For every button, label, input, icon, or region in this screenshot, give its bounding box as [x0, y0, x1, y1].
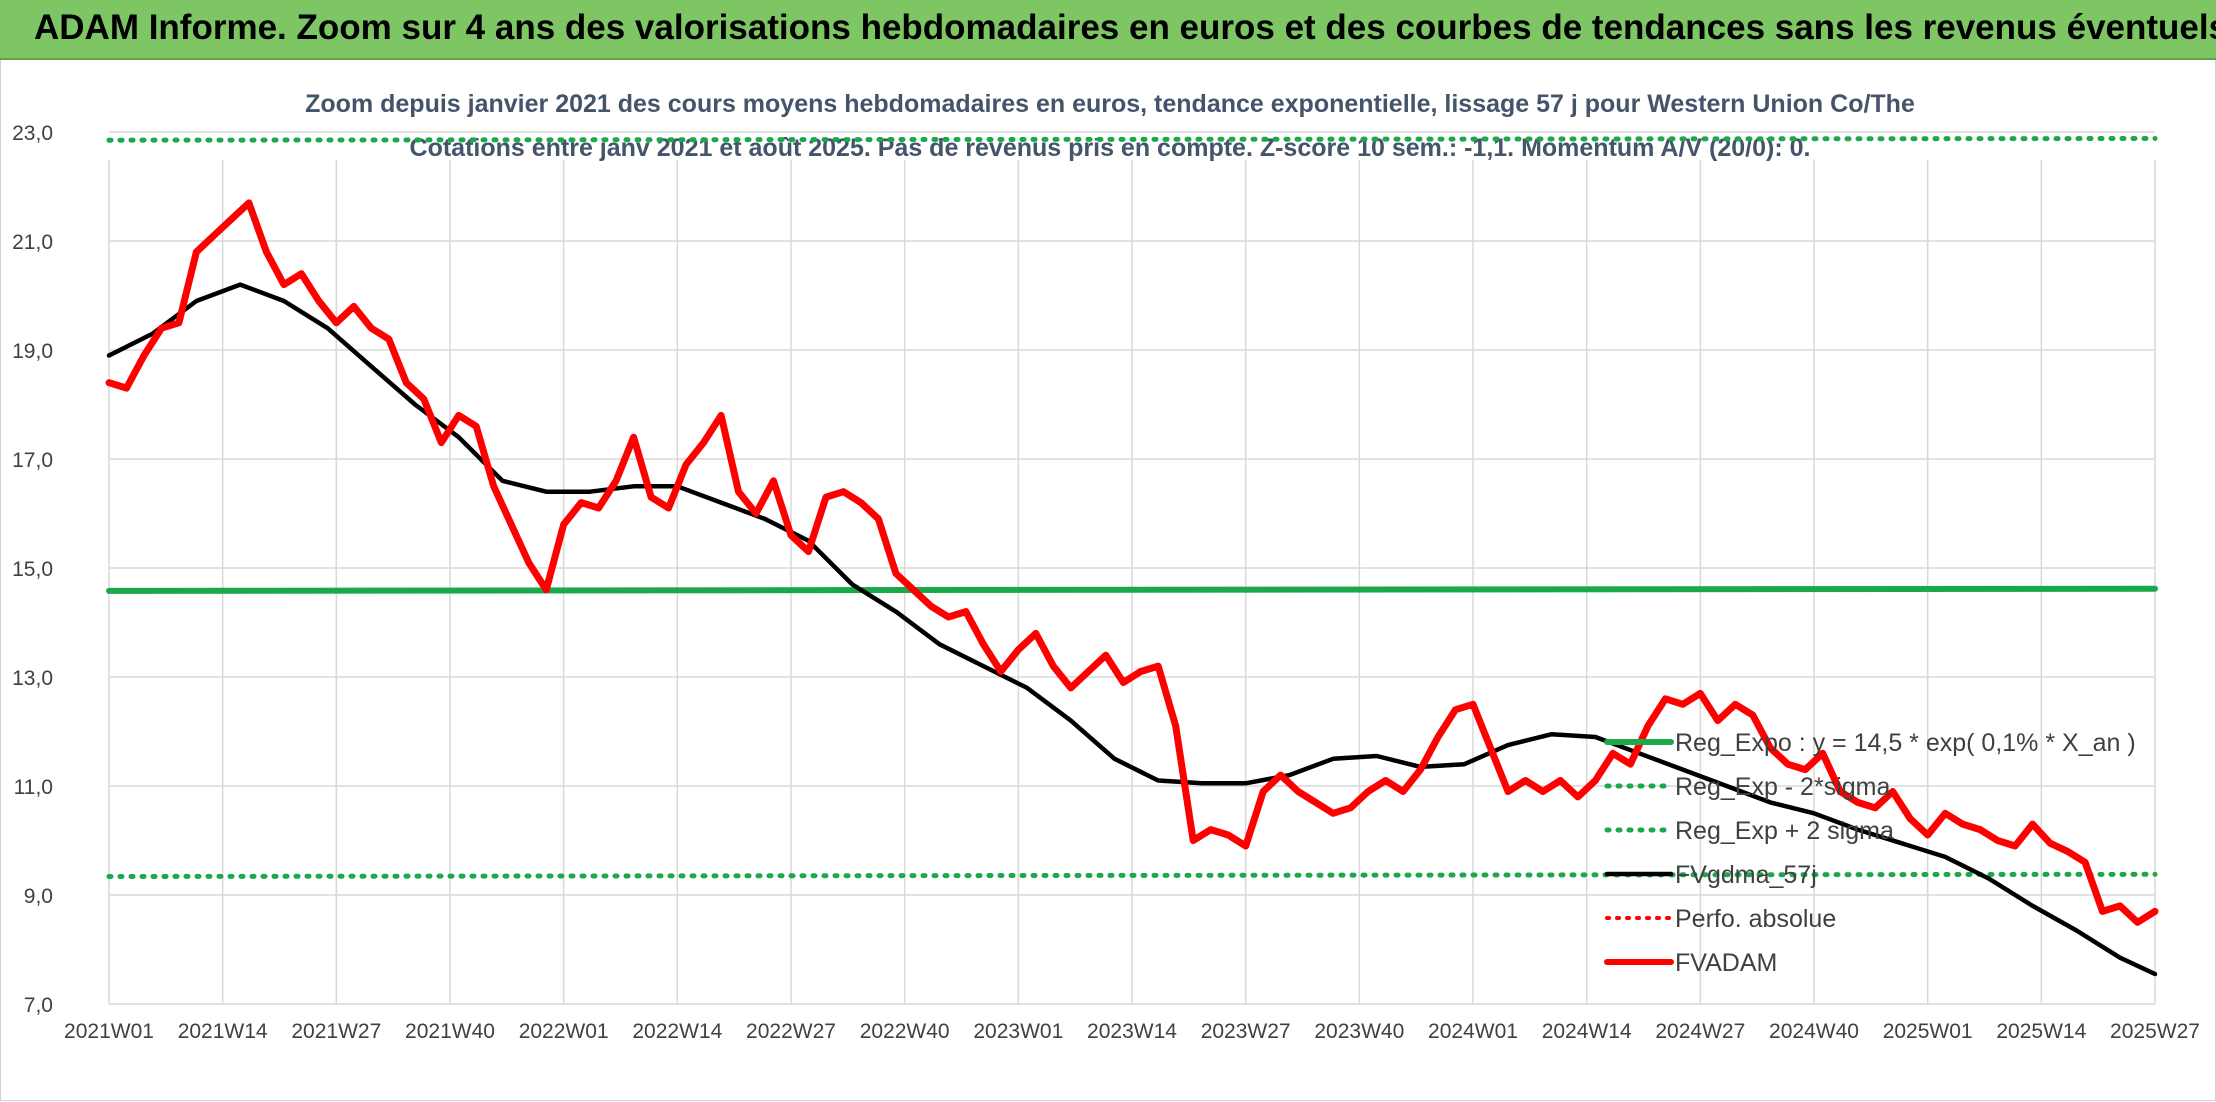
- x-tick-label: 2023W40: [1314, 1020, 1404, 1043]
- line-chart: Zoom depuis janvier 2021 des cours moyen…: [12, 90, 2200, 1043]
- legend-label-reg-exp-2-sigma: Reg_Exp - 2*sigma: [1675, 773, 1890, 801]
- gridlines: [108, 131, 2156, 1005]
- x-tick-label: 2021W01: [64, 1020, 154, 1043]
- series-line-reg-exp-2-sigma: [106, 136, 2158, 143]
- x-tick-label: 2022W01: [519, 1020, 609, 1043]
- legend-label-fvgdma-57j: FVgdma_57j: [1675, 861, 1817, 889]
- y-tick-label: 23,0: [12, 122, 53, 145]
- y-tick-label: 17,0: [12, 449, 53, 472]
- x-tick-label: 2022W27: [746, 1020, 836, 1043]
- x-tick-label: 2022W14: [632, 1020, 722, 1043]
- y-tick-label: 19,0: [12, 340, 53, 363]
- legend-label-fvadam: FVADAM: [1675, 949, 1777, 977]
- chart-frame: Zoom depuis janvier 2021 des cours moyen…: [0, 60, 2216, 1101]
- series-line-reg-expo-y-14-5-exp-0-1-x-an: [106, 585, 2158, 594]
- report-banner: ADAM Informe. Zoom sur 4 ans des valoris…: [0, 0, 2216, 60]
- x-tick-label: 2025W01: [1883, 1020, 1973, 1043]
- x-tick-label: 2025W14: [1996, 1020, 2086, 1043]
- y-tick-label: 13,0: [12, 667, 53, 690]
- series-line-fvadam: [105, 199, 2159, 926]
- x-tick-label: 2024W01: [1428, 1020, 1518, 1043]
- legend-label-perfo-absolue: Perfo. absolue: [1675, 905, 1836, 933]
- legend-label-reg-expo-y-14-5-exp-0-1-x-an: Reg_Expo : y = 14,5 * exp( 0,1% * X_an ): [1675, 729, 2136, 757]
- x-tick-label: 2023W01: [973, 1020, 1063, 1043]
- series-layer: [105, 136, 2159, 977]
- x-tick-label: 2022W40: [860, 1020, 950, 1043]
- y-tick-label: 11,0: [14, 776, 53, 799]
- y-tick-label: 15,0: [12, 558, 53, 581]
- legend-label-reg-exp-2-sigma: Reg_Exp + 2 sigma: [1675, 817, 1894, 845]
- x-tick-label: 2021W27: [291, 1020, 381, 1043]
- x-tick-label: 2023W14: [1087, 1020, 1177, 1043]
- x-tick-label: 2024W27: [1655, 1020, 1745, 1043]
- series-line-reg-exp-2-sigma: [106, 871, 2158, 879]
- x-tick-label: 2021W14: [178, 1020, 268, 1043]
- x-tick-label: 2024W40: [1769, 1020, 1859, 1043]
- y-tick-label: 7,0: [24, 994, 53, 1017]
- legend: Reg_Expo : y = 14,5 * exp( 0,1% * X_an )…: [1604, 729, 2136, 977]
- y-tick-label: 21,0: [12, 231, 53, 254]
- x-tick-label: 2025W27: [2110, 1020, 2200, 1043]
- y-tick-label: 9,0: [24, 885, 53, 908]
- x-tick-label: 2023W27: [1201, 1020, 1291, 1043]
- chart-title-line-1: Zoom depuis janvier 2021 des cours moyen…: [305, 90, 1915, 118]
- x-tick-label: 2024W14: [1542, 1020, 1632, 1043]
- axis-labels: 7,0 9,0 11,0 13,0 15,0 17,0 19,0 21,0 23,0 2021W0…: [12, 122, 2200, 1043]
- x-tick-label: 2021W40: [405, 1020, 495, 1043]
- report-title: ADAM Informe. Zoom sur 4 ans des valoris…: [34, 8, 2216, 47]
